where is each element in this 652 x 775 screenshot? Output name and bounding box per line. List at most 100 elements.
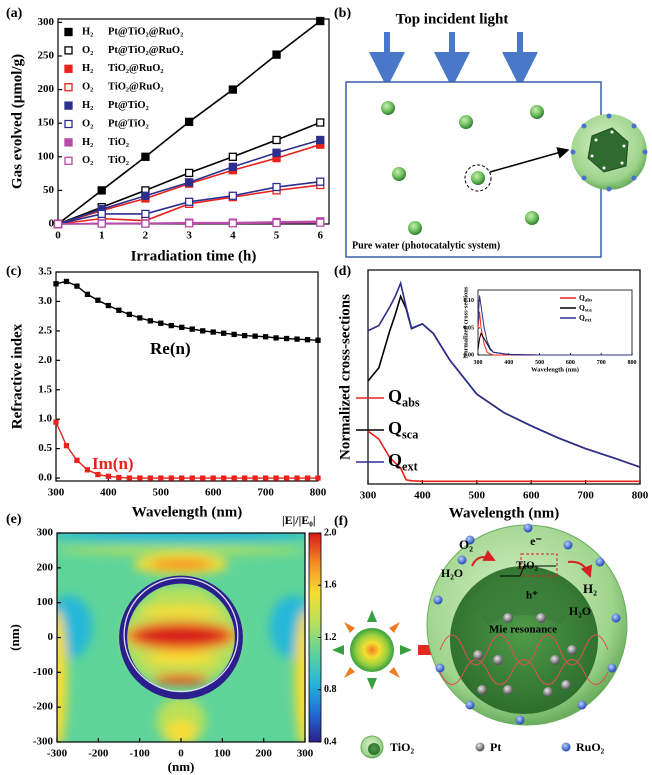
data-point <box>126 475 133 481</box>
diagram-label: TiO₂ <box>516 560 539 572</box>
y-tick-label: 0.05 <box>464 325 475 331</box>
legend-name: Q <box>579 313 585 322</box>
y-tick-label: 100 <box>37 596 54 608</box>
legend-entry: Qsca <box>388 418 418 441</box>
panel-label: (e) <box>6 512 22 527</box>
legend-entry: TiO₂ <box>390 740 414 754</box>
legend-entry: Qext <box>388 450 419 473</box>
legend-swatch <box>64 138 73 147</box>
x-tick-label: 300 <box>360 489 377 501</box>
legend-entry: O₂ <box>82 118 93 129</box>
legend-name: Q <box>388 450 402 470</box>
legend-entry: Pt <box>490 740 501 754</box>
y-tick-label: -200 <box>33 701 54 713</box>
data-point <box>116 474 122 481</box>
reaction-arrow <box>471 550 496 567</box>
y-tick-label: 0 <box>48 631 54 643</box>
ruo2-dots <box>570 113 648 192</box>
legend-subscript: sca <box>585 307 592 313</box>
colorbar-tick-label: 1.6 <box>324 580 337 591</box>
x-tick-label: 100 <box>214 747 231 759</box>
legend-entry: TiO₂ <box>108 137 129 148</box>
legend-icon <box>368 743 380 755</box>
data-point <box>231 331 237 338</box>
x-axis-label: Wavelength (nm) <box>531 366 579 373</box>
data-point <box>228 191 237 200</box>
x-tick-label: -100 <box>130 747 151 759</box>
data-point <box>304 337 311 343</box>
data-point <box>189 475 195 481</box>
y-tick-label: 50 <box>43 184 55 196</box>
field-region <box>294 609 305 742</box>
data-point <box>200 475 206 481</box>
data-point <box>316 177 325 186</box>
legend-entry: H₂ <box>82 26 93 37</box>
x-tick-label: 700 <box>597 360 606 366</box>
data-point <box>95 297 101 303</box>
data-point <box>147 475 153 481</box>
data-point <box>168 322 174 329</box>
x-tick-label: 3 <box>186 229 192 241</box>
diagram-label: e⁻ <box>530 534 542 548</box>
y-tick-label: 1.0 <box>38 413 52 425</box>
panel-f: (f) <box>332 514 628 759</box>
field-region <box>139 605 223 617</box>
data-point <box>252 475 258 481</box>
data-line <box>55 280 319 341</box>
data-point <box>184 178 194 187</box>
legend-subscript: ext <box>585 317 592 323</box>
legend-entry: TiO₂@RuO₂ <box>108 63 164 74</box>
data-point <box>95 471 101 478</box>
highlight-circle <box>464 164 492 192</box>
legend-entry: Qabs <box>388 386 420 409</box>
legend-entry: TiO₂ <box>108 155 129 166</box>
data-point <box>184 117 194 126</box>
legend-swatch <box>64 27 73 37</box>
inset-background <box>478 290 632 355</box>
legend-entry: Qsca <box>579 303 592 314</box>
data-point <box>137 315 143 321</box>
data-point <box>179 324 185 330</box>
colorbar-tick-label: 0.8 <box>324 684 337 695</box>
particle-edge <box>123 577 239 693</box>
x-tick-label: 300 <box>474 360 483 366</box>
x-tick-label: 500 <box>153 486 170 498</box>
x-axis-label: Irradiation time (h) <box>131 248 257 264</box>
field-region <box>158 677 204 685</box>
y-tick-label: 0.5 <box>38 442 52 454</box>
data-point <box>74 457 80 464</box>
legend-entry: Pt@TiO₂@RuO₂ <box>108 45 183 56</box>
legend-entry: Pt@TiO₂@RuO₂ <box>108 26 183 37</box>
y-tick-label: 1.5 <box>38 383 52 395</box>
colorbar-label: |E|/|E₀| <box>282 513 316 527</box>
data-point <box>97 219 106 228</box>
data-point <box>147 318 153 324</box>
diagram-label: Mie resonance <box>489 624 557 636</box>
data-point <box>228 85 237 94</box>
particle <box>525 211 539 225</box>
legend-icon <box>475 742 485 752</box>
data-point <box>272 50 281 59</box>
data-point <box>105 473 112 479</box>
legend-name: Q <box>388 386 402 406</box>
zoom-arrow <box>489 147 570 173</box>
data-point <box>294 475 300 481</box>
y-axis-label: Normalized cross-sections <box>462 286 469 358</box>
colorbar-tick-label: 2.0 <box>324 527 337 538</box>
core <box>587 127 629 173</box>
legend-swatch <box>64 83 73 92</box>
x-axis-label: (nm) <box>168 759 195 774</box>
data-point <box>84 467 91 473</box>
annotation: Im(n) <box>92 454 134 473</box>
y-tick-label: 200 <box>37 561 54 573</box>
particle <box>530 105 544 119</box>
field-region <box>57 533 305 542</box>
legend-swatch <box>64 46 73 55</box>
y-tick-label: 0 <box>49 218 55 230</box>
x-tick-label: 800 <box>628 360 637 366</box>
y-axis-label: Gas evolved (μmol/g) <box>9 54 25 189</box>
data-point <box>316 118 325 127</box>
data-point <box>97 209 106 219</box>
x-tick-label: 600 <box>523 489 540 501</box>
